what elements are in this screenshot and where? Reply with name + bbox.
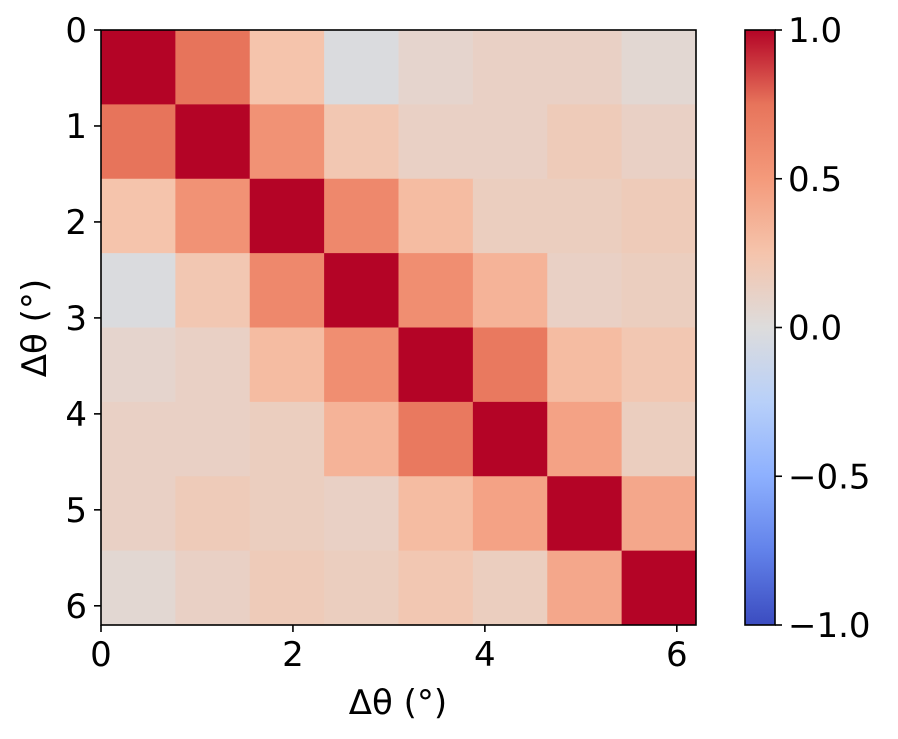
colorbar-tick-label-1: 0.5 <box>788 160 842 200</box>
heatmap-cell-r2-c3 <box>324 178 399 254</box>
colorbar-tick-label-3: −0.5 <box>788 457 871 497</box>
x-tick-label-0: 0 <box>90 635 112 675</box>
heatmap-cells <box>101 30 697 626</box>
heatmap-cell-r2-c4 <box>398 178 474 254</box>
heatmap-cell-r5-c3 <box>324 401 399 477</box>
heatmap-cell-r7-c5 <box>472 550 548 626</box>
heatmap-cell-r6-c6 <box>547 476 623 552</box>
heatmap-cell-r5-c0 <box>101 401 176 477</box>
heatmap-cell-r5-c5 <box>472 401 548 477</box>
heatmap-cell-r7-c6 <box>547 550 623 626</box>
heatmap-cell-r6-c4 <box>398 476 474 552</box>
heatmap-cell-r0-c3 <box>324 30 399 105</box>
heatmap-cell-r6-c3 <box>324 476 399 552</box>
colorbar-gradient <box>745 30 775 625</box>
heatmap-cell-r0-c7 <box>621 30 697 105</box>
y-tick-label-3: 3 <box>65 299 87 339</box>
x-tick-label-1: 2 <box>282 635 304 675</box>
heatmap-cell-r7-c2 <box>249 550 325 626</box>
heatmap-cell-r2-c1 <box>175 178 251 254</box>
heatmap-cell-r4-c7 <box>621 327 697 403</box>
heatmap-cell-r5-c7 <box>621 401 697 477</box>
heatmap-cell-r7-c1 <box>175 550 251 626</box>
heatmap-cell-r2-c6 <box>547 178 623 254</box>
heatmap-cell-r2-c5 <box>472 178 548 254</box>
heatmap-cell-r3-c5 <box>472 253 548 328</box>
heatmap-cell-r0-c5 <box>472 30 548 105</box>
heatmap-cell-r4-c2 <box>249 327 325 403</box>
heatmap-cell-r1-c4 <box>398 104 474 180</box>
x-axis-label: Δθ (°) <box>349 683 447 723</box>
y-axis-label: Δθ (°) <box>15 279 55 377</box>
heatmap-cell-r0-c0 <box>101 30 176 105</box>
heatmap-cell-r5-c2 <box>249 401 325 477</box>
heatmap-cell-r1-c5 <box>472 104 548 180</box>
heatmap-cell-r1-c2 <box>249 104 325 180</box>
heatmap-cell-r2-c2 <box>249 178 325 254</box>
colorbar: 1.0 0.5 0.0 −0.5 −1.0 <box>744 11 871 646</box>
heatmap-cell-r3-c1 <box>175 253 251 328</box>
heatmap-cell-r3-c0 <box>101 253 176 328</box>
colorbar-tick-label-4: −1.0 <box>788 606 871 646</box>
y-tick-label-1: 1 <box>65 107 87 147</box>
heatmap-cell-r1-c0 <box>101 104 176 180</box>
heatmap-cell-r3-c6 <box>547 253 623 328</box>
heatmap-cell-r5-c1 <box>175 401 251 477</box>
plot-frame <box>100 29 697 626</box>
y-axis-ticks: 0 1 2 3 4 5 6 <box>65 11 101 627</box>
x-axis-ticks: 0 2 4 6 <box>90 625 688 675</box>
heatmap-cell-r7-c7 <box>621 550 697 626</box>
heatmap-cell-r5-c6 <box>547 401 623 477</box>
heatmap-cell-r7-c3 <box>324 550 399 626</box>
heatmap-cell-r1-c3 <box>324 104 399 180</box>
heatmap-cell-r3-c3 <box>324 253 399 328</box>
heatmap-cell-r6-c1 <box>175 476 251 552</box>
y-tick-label-6: 6 <box>65 587 87 627</box>
heatmap-cell-r5-c4 <box>398 401 474 477</box>
heatmap-cell-r6-c2 <box>249 476 325 552</box>
colorbar-tick-label-0: 1.0 <box>788 11 842 51</box>
heatmap-cell-r7-c0 <box>101 550 176 626</box>
heatmap-cell-r4-c3 <box>324 327 399 403</box>
heatmap-cell-r3-c2 <box>249 253 325 328</box>
heatmap-cell-r6-c5 <box>472 476 548 552</box>
heatmap-cell-r4-c4 <box>398 327 474 403</box>
heatmap-cell-r4-c1 <box>175 327 251 403</box>
heatmap-cell-r3-c7 <box>621 253 697 328</box>
y-tick-label-0: 0 <box>65 11 87 51</box>
heatmap-cell-r2-c0 <box>101 178 176 254</box>
heatmap-cell-r7-c4 <box>398 550 474 626</box>
heatmap-cell-r1-c6 <box>547 104 623 180</box>
x-tick-label-2: 4 <box>474 635 496 675</box>
heatmap-cell-r1-c1 <box>175 104 251 180</box>
heatmap-cell-r4-c5 <box>472 327 548 403</box>
y-tick-label-4: 4 <box>65 395 87 435</box>
heatmap-cell-r6-c0 <box>101 476 176 552</box>
y-tick-label-5: 5 <box>65 491 87 531</box>
heatmap-cell-r3-c4 <box>398 253 474 328</box>
heatmap-cell-r0-c2 <box>249 30 325 105</box>
heatmap-cell-r4-c6 <box>547 327 623 403</box>
heatmap-cell-r0-c4 <box>398 30 474 105</box>
heatmap-cell-r0-c1 <box>175 30 251 105</box>
heatmap-cell-r1-c7 <box>621 104 697 180</box>
heatmap-cell-r0-c6 <box>547 30 623 105</box>
heatmap-cell-r4-c0 <box>101 327 176 403</box>
colorbar-ticks: 1.0 0.5 0.0 −0.5 −1.0 <box>775 11 871 646</box>
y-tick-label-2: 2 <box>65 203 87 243</box>
x-tick-label-3: 6 <box>666 635 688 675</box>
colorbar-tick-label-2: 0.0 <box>788 309 842 349</box>
heatmap-cell-r2-c7 <box>621 178 697 254</box>
heatmap-cell-r6-c7 <box>621 476 697 552</box>
